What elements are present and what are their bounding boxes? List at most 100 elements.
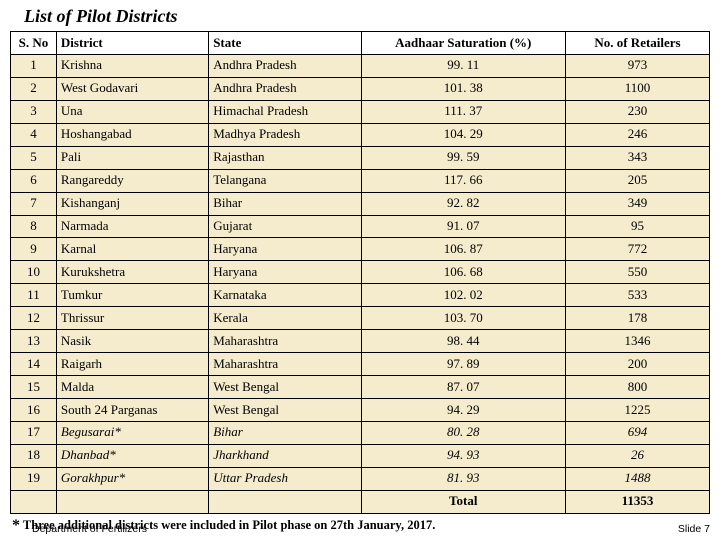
cell-district: South 24 Parganas — [56, 399, 208, 422]
cell-sno: 16 — [11, 399, 57, 422]
cell-state: Bihar — [209, 421, 361, 444]
col-ret: No. of Retailers — [565, 32, 709, 55]
cell-district: Dhanbad* — [56, 444, 208, 467]
cell-retailers: 800 — [565, 376, 709, 399]
cell-saturation: 91. 07 — [361, 215, 565, 238]
cell-sno: 13 — [11, 330, 57, 353]
cell-retailers: 1225 — [565, 399, 709, 422]
cell-state: Rajasthan — [209, 146, 361, 169]
cell-saturation: 87. 07 — [361, 376, 565, 399]
cell-state: Telangana — [209, 169, 361, 192]
table-row: 16South 24 ParganasWest Bengal94. 291225 — [11, 399, 710, 422]
cell-state: Madhya Pradesh — [209, 123, 361, 146]
districts-table: S. No District State Aadhaar Saturation … — [10, 31, 710, 514]
cell-district: Karnal — [56, 238, 208, 261]
cell-state: Andhra Pradesh — [209, 54, 361, 77]
table-row: 15MaldaWest Bengal87. 07800 — [11, 376, 710, 399]
cell-district: Raigarh — [56, 353, 208, 376]
cell-district: Nasik — [56, 330, 208, 353]
cell-sno: 18 — [11, 444, 57, 467]
cell-retailers: 973 — [565, 54, 709, 77]
cell-state: Haryana — [209, 238, 361, 261]
cell-retailers: 694 — [565, 421, 709, 444]
cell-saturation: 111. 37 — [361, 100, 565, 123]
cell-saturation: 99. 11 — [361, 54, 565, 77]
cell-retailers: 230 — [565, 100, 709, 123]
cell-retailers: 205 — [565, 169, 709, 192]
table-row: 4HoshangabadMadhya Pradesh104. 29246 — [11, 123, 710, 146]
cell-retailers: 246 — [565, 123, 709, 146]
cell-sno: 1 — [11, 54, 57, 77]
table-row: 6RangareddyTelangana117. 66205 — [11, 169, 710, 192]
cell-total-label: Total — [361, 490, 565, 513]
page-title: List of Pilot Districts — [10, 6, 710, 31]
footer-slide: Slide 7 — [678, 523, 710, 535]
table-row: 5PaliRajasthan99. 59343 — [11, 146, 710, 169]
cell-district: Tumkur — [56, 284, 208, 307]
cell-state: Uttar Pradesh — [209, 467, 361, 490]
cell-saturation: 117. 66 — [361, 169, 565, 192]
col-dist: District — [56, 32, 208, 55]
cell-sno: 19 — [11, 467, 57, 490]
table-row: 18Dhanbad*Jharkhand94. 9326 — [11, 444, 710, 467]
table-row: 7KishanganjBihar92. 82349 — [11, 192, 710, 215]
cell-district: Narmada — [56, 215, 208, 238]
cell-sno: 7 — [11, 192, 57, 215]
table-row: 13NasikMaharashtra98. 441346 — [11, 330, 710, 353]
cell-sno: 17 — [11, 421, 57, 444]
table-row: 1KrishnaAndhra Pradesh99. 11973 — [11, 54, 710, 77]
cell-saturation: 98. 44 — [361, 330, 565, 353]
cell-total-value: 11353 — [565, 490, 709, 513]
table-row: 8NarmadaGujarat91. 0795 — [11, 215, 710, 238]
cell-district: Malda — [56, 376, 208, 399]
cell-district: Kurukshetra — [56, 261, 208, 284]
table-total-row: Total11353 — [11, 490, 710, 513]
cell-retailers: 178 — [565, 307, 709, 330]
cell-district: West Godavari — [56, 77, 208, 100]
cell-state: Gujarat — [209, 215, 361, 238]
cell-saturation: 99. 59 — [361, 146, 565, 169]
table-row: 3UnaHimachal Pradesh111. 37230 — [11, 100, 710, 123]
cell-sno: 8 — [11, 215, 57, 238]
cell-saturation: 97. 89 — [361, 353, 565, 376]
cell-retailers: 1488 — [565, 467, 709, 490]
cell-saturation: 94. 29 — [361, 399, 565, 422]
cell-state: Maharashtra — [209, 353, 361, 376]
cell-saturation: 94. 93 — [361, 444, 565, 467]
footer: Department of Fertilizers Slide 7 — [10, 523, 710, 535]
cell-district: Hoshangabad — [56, 123, 208, 146]
cell-retailers: 772 — [565, 238, 709, 261]
cell-saturation: 101. 38 — [361, 77, 565, 100]
cell-empty — [11, 490, 57, 513]
table-row: 19Gorakhpur*Uttar Pradesh81. 931488 — [11, 467, 710, 490]
cell-retailers: 26 — [565, 444, 709, 467]
cell-state: Haryana — [209, 261, 361, 284]
cell-retailers: 349 — [565, 192, 709, 215]
col-sno: S. No — [11, 32, 57, 55]
cell-retailers: 550 — [565, 261, 709, 284]
table-row: 14RaigarhMaharashtra97. 89200 — [11, 353, 710, 376]
table-row: 11TumkurKarnataka102. 02533 — [11, 284, 710, 307]
cell-saturation: 106. 87 — [361, 238, 565, 261]
cell-saturation: 80. 28 — [361, 421, 565, 444]
cell-retailers: 95 — [565, 215, 709, 238]
table-row: 12ThrissurKerala103. 70178 — [11, 307, 710, 330]
cell-district: Krishna — [56, 54, 208, 77]
cell-sno: 10 — [11, 261, 57, 284]
cell-district: Pali — [56, 146, 208, 169]
cell-sno: 2 — [11, 77, 57, 100]
col-state: State — [209, 32, 361, 55]
cell-sno: 3 — [11, 100, 57, 123]
cell-empty — [56, 490, 208, 513]
cell-sno: 15 — [11, 376, 57, 399]
cell-state: Bihar — [209, 192, 361, 215]
cell-retailers: 200 — [565, 353, 709, 376]
cell-state: West Bengal — [209, 399, 361, 422]
cell-saturation: 81. 93 — [361, 467, 565, 490]
cell-saturation: 92. 82 — [361, 192, 565, 215]
table-row: 10KurukshetraHaryana106. 68550 — [11, 261, 710, 284]
cell-saturation: 102. 02 — [361, 284, 565, 307]
cell-state: West Bengal — [209, 376, 361, 399]
cell-district: Begusarai* — [56, 421, 208, 444]
footer-dept: Department of Fertilizers — [10, 523, 147, 535]
